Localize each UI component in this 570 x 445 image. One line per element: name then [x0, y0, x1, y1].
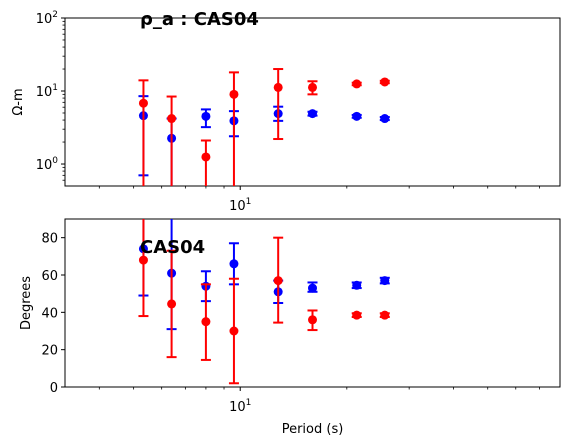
- data-point: [380, 114, 390, 124]
- data-point: [273, 276, 283, 286]
- y-tick-label: 80: [41, 232, 58, 247]
- data-point: [229, 326, 239, 336]
- data-point: [380, 310, 390, 320]
- data-point: [380, 276, 390, 286]
- apparent-resistivity-panel: 101 100 101 102 Ω-m ρ_a : CAS04: [11, 9, 561, 214]
- data-point: [138, 98, 148, 108]
- series-red: [138, 68, 390, 186]
- y-tick-label: 101: [36, 83, 58, 100]
- x-tick-label: 101: [229, 398, 251, 415]
- data-point: [308, 82, 317, 92]
- y-tick-label: 102: [36, 10, 58, 27]
- data-point: [308, 109, 317, 119]
- panel-title: ρ_a : CAS04: [140, 9, 259, 30]
- data-point: [229, 89, 239, 99]
- data-point: [201, 111, 211, 121]
- data-point: [167, 299, 177, 309]
- y-axis-label: Degrees: [19, 276, 34, 330]
- data-point: [308, 315, 317, 325]
- data-point: [352, 280, 362, 290]
- data-point: [201, 317, 211, 327]
- panel-title: CAS04: [140, 237, 205, 258]
- data-point: [352, 111, 362, 121]
- data-point: [138, 255, 148, 265]
- x-axis-label: Period (s): [282, 422, 344, 437]
- data-point: [167, 114, 177, 124]
- phase-panel: 101 0 20 40 60 80 Degrees Period (s) CAS04: [19, 218, 561, 437]
- data-point: [380, 77, 390, 87]
- data-point: [273, 82, 283, 92]
- minor-ticks: [62, 20, 540, 189]
- data-point: [201, 152, 211, 162]
- data-point: [352, 310, 362, 320]
- y-tick-label: 40: [41, 306, 58, 321]
- series-red: [138, 219, 390, 385]
- minor-ticks: [98, 387, 540, 390]
- data-point: [229, 259, 239, 269]
- y-tick-label: 0: [50, 381, 58, 396]
- data-layer: [138, 219, 390, 385]
- y-tick-label: 60: [41, 269, 58, 284]
- data-point: [352, 79, 362, 89]
- data-layer: [138, 68, 390, 186]
- x-tick-label: 101: [229, 197, 251, 214]
- y-tick-label: 100: [36, 156, 59, 173]
- y-axis-label: Ω-m: [11, 88, 26, 115]
- y-tick-label: 20: [41, 344, 58, 359]
- data-point: [308, 283, 317, 293]
